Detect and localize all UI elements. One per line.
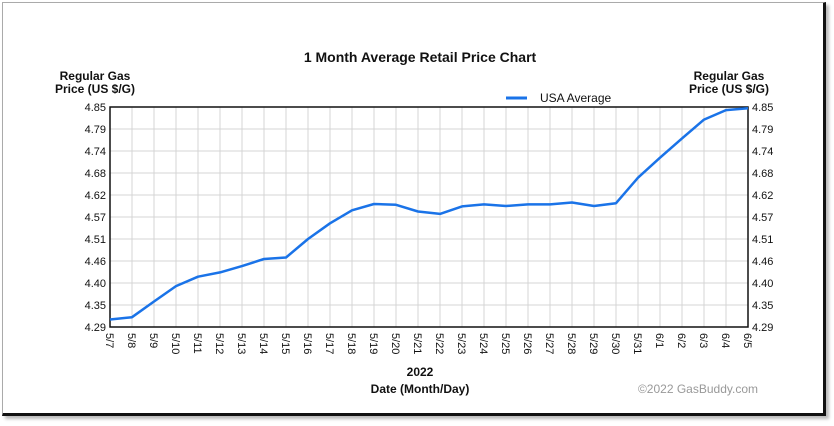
- x-tick-label: 5/19: [367, 333, 379, 354]
- y-tick-label-right: 4.62: [752, 190, 773, 202]
- x-tick-label: 5/27: [543, 333, 555, 354]
- x-axis-label: Date (Month/Day): [371, 382, 470, 396]
- x-tick-label: 6/5: [741, 333, 753, 348]
- copyright: ©2022 GasBuddy.com: [638, 382, 758, 396]
- x-tick-label: 5/14: [257, 333, 269, 354]
- x-tick-label: 5/20: [389, 333, 401, 354]
- y-tick-label-left: 4.85: [85, 102, 106, 114]
- y-tick-label-right: 4.79: [752, 124, 773, 136]
- x-tick-label: 5/22: [433, 333, 445, 354]
- x-tick-label: 5/16: [301, 333, 313, 354]
- x-tick-label: 5/23: [455, 333, 467, 354]
- y-axis-label-left-line1: Regular Gas: [60, 69, 131, 83]
- y-tick-label-right: 4.46: [752, 256, 773, 268]
- x-tick-label: 5/9: [147, 333, 159, 348]
- y-tick-label-left: 4.46: [85, 256, 106, 268]
- x-tick-label: 5/24: [477, 333, 489, 354]
- y-tick-label-right: 4.85: [752, 102, 773, 114]
- y-tick-label-right: 4.57: [752, 212, 773, 224]
- x-tick-label: 5/30: [609, 333, 621, 354]
- y-tick-label-left: 4.40: [85, 278, 106, 290]
- y-axis-label-left-line2: Price (US $/G): [55, 82, 135, 96]
- x-tick-label: 5/26: [521, 333, 533, 354]
- x-tick-label: 5/21: [411, 333, 423, 354]
- legend-label: USA Average: [540, 91, 611, 105]
- x-tick-label: 5/11: [191, 333, 203, 354]
- x-tick-label: 5/15: [279, 333, 291, 354]
- x-tick-label: 5/28: [565, 333, 577, 354]
- x-tick-label: 5/17: [323, 333, 335, 354]
- x-tick-label: 6/2: [675, 333, 687, 348]
- chart-title: 1 Month Average Retail Price Chart: [304, 49, 537, 65]
- plot-area-border: [109, 106, 749, 328]
- y-tick-label-left: 4.51: [85, 234, 106, 246]
- y-tick-label-left: 4.79: [85, 124, 106, 136]
- y-tick-label-left: 4.29: [85, 322, 106, 334]
- x-tick-label: 5/18: [345, 333, 357, 354]
- x-tick-label: 5/8: [125, 333, 137, 348]
- x-tick-label: 5/7: [103, 333, 115, 348]
- x-tick-label: 5/29: [587, 333, 599, 354]
- series-line-usa-average: [109, 106, 749, 321]
- y-axis-label-right-line2: Price (US $/G): [689, 82, 769, 96]
- y-tick-label-left: 4.62: [85, 190, 106, 202]
- x-tick-label: 5/12: [213, 333, 225, 354]
- y-tick-label-left: 4.68: [85, 168, 106, 180]
- x-axis-year: 2022: [407, 365, 434, 379]
- x-tick-label: 6/1: [653, 333, 665, 348]
- x-tick-label: 5/31: [631, 333, 643, 354]
- y-tick-label-left: 4.35: [85, 300, 106, 312]
- y-tick-label-right: 4.68: [752, 168, 773, 180]
- x-tick-label: 6/4: [719, 333, 731, 348]
- y-tick-label-left: 4.74: [85, 146, 106, 158]
- y-tick-label-left: 4.57: [85, 212, 106, 224]
- x-tick-label: 6/3: [697, 333, 709, 348]
- y-tick-label-right: 4.35: [752, 300, 773, 312]
- x-tick-label: 5/25: [499, 333, 511, 354]
- y-tick-label-right: 4.74: [752, 146, 773, 158]
- x-tick-label: 5/13: [235, 333, 247, 354]
- y-tick-label-right: 4.40: [752, 278, 773, 290]
- y-tick-label-right: 4.51: [752, 234, 773, 246]
- y-axis-label-right-line1: Regular Gas: [694, 69, 765, 83]
- y-tick-label-right: 4.29: [752, 322, 773, 334]
- x-tick-label: 5/10: [169, 333, 181, 354]
